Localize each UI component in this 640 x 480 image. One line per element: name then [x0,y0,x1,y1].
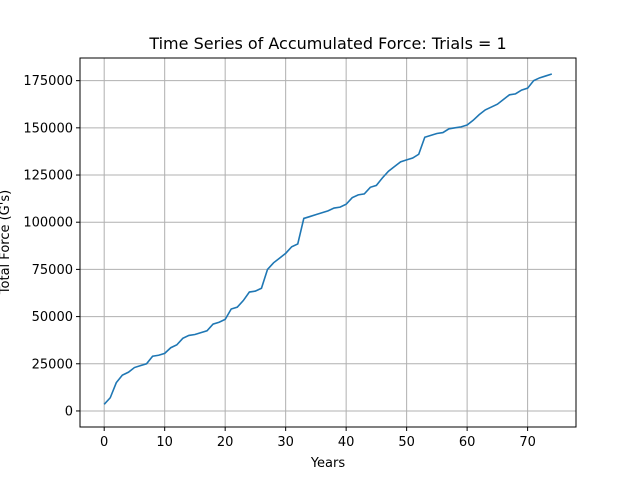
x-tick-label: 70 [519,435,536,450]
y-tick-label: 50000 [32,310,73,325]
x-tick-label: 0 [100,435,108,450]
series-line [103,73,553,405]
y-tick-label: 75000 [32,263,73,278]
y-tick-label: 100000 [23,216,73,231]
y-tick-label: 0 [65,404,73,419]
grid [80,58,576,427]
x-tick-label: 20 [217,435,234,450]
x-tick-label: 40 [338,435,355,450]
plot-frame [79,57,577,428]
x-tick-label: 30 [277,435,294,450]
y-tick-label: 125000 [23,169,73,184]
chart-title: Time Series of Accumulated Force: Trials… [148,34,506,53]
x-tick-label: 60 [459,435,476,450]
y-tick-label: 175000 [23,74,73,89]
x-axis: 0 10 20 30 40 50 60 70 [100,427,536,450]
x-axis-label: Years [310,456,346,471]
y-tick-label: 25000 [32,357,73,372]
x-tick-label: 50 [398,435,415,450]
y-tick-label: 150000 [23,121,73,136]
x-tick-label: 10 [156,435,173,450]
y-axis: 0 25000 50000 75000 100000 125000 150000 175000 [23,74,80,419]
y-axis-label: Total Force (G's) [0,190,13,295]
